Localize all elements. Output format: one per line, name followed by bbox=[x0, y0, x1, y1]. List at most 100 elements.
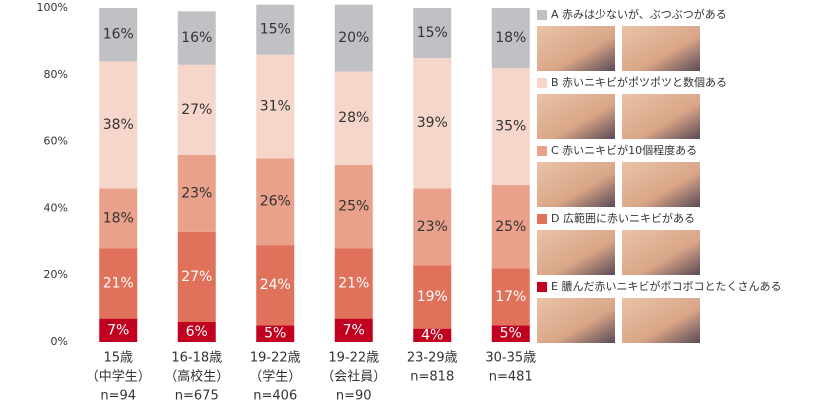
x-tick-label: n=94 bbox=[100, 389, 136, 400]
x-tick-label: （中学生） bbox=[86, 369, 151, 385]
bar-segment bbox=[256, 4, 295, 55]
legend-swatch bbox=[537, 78, 547, 88]
value-label: 18% bbox=[103, 210, 134, 226]
value-label: 5% bbox=[264, 326, 286, 342]
bar-segment bbox=[99, 318, 138, 342]
value-label: 15% bbox=[260, 22, 291, 38]
value-label: 18% bbox=[495, 30, 526, 46]
bar-segment bbox=[256, 245, 295, 326]
value-label: 20% bbox=[338, 30, 369, 46]
legend-label: C 赤いニキビが10個程度ある bbox=[551, 143, 697, 157]
y-tick-label: 20% bbox=[44, 268, 68, 281]
x-tick-label: 15歳 bbox=[103, 351, 133, 366]
legend-swatch bbox=[537, 282, 547, 292]
x-tick-label: 19-22歳 bbox=[250, 351, 301, 366]
legend-swatch bbox=[537, 10, 547, 20]
value-label: 21% bbox=[338, 276, 369, 292]
photo bbox=[622, 94, 700, 139]
photo bbox=[537, 94, 615, 139]
value-label: 21% bbox=[103, 276, 134, 292]
value-label: 38% bbox=[103, 117, 134, 133]
bar-segment bbox=[256, 325, 295, 342]
x-tick-label: 23-29歳 bbox=[407, 351, 458, 366]
y-tick-label: 40% bbox=[44, 201, 68, 214]
photo bbox=[537, 298, 615, 343]
value-label: 23% bbox=[417, 219, 448, 235]
photo bbox=[622, 162, 700, 207]
x-tick-label: n=818 bbox=[410, 370, 454, 385]
photo bbox=[622, 230, 700, 275]
bar-segment bbox=[177, 64, 216, 155]
value-label: 25% bbox=[338, 199, 369, 215]
value-label: 28% bbox=[338, 110, 369, 126]
value-label: 19% bbox=[417, 289, 448, 305]
x-tick-label: （高校生） bbox=[164, 369, 229, 385]
value-label: 17% bbox=[495, 289, 526, 305]
bar-segment bbox=[413, 58, 452, 189]
photo bbox=[537, 26, 615, 71]
x-tick-label: 30-35歳 bbox=[485, 351, 536, 366]
legend-label: D 広範囲に赤いニキビがある bbox=[551, 211, 695, 225]
value-label: 27% bbox=[181, 102, 212, 118]
x-tick-label: 16-18歳 bbox=[171, 351, 222, 366]
x-tick-label: n=481 bbox=[489, 370, 533, 385]
x-tick-label: （学生） bbox=[249, 369, 301, 385]
bar-segment bbox=[334, 318, 373, 342]
bar-segment bbox=[177, 11, 216, 65]
bar-segment bbox=[334, 4, 373, 72]
value-label: 25% bbox=[495, 219, 526, 235]
x-tick-label: n=90 bbox=[336, 389, 372, 400]
bar-segment bbox=[334, 164, 373, 249]
legend-swatch bbox=[537, 214, 547, 224]
legend-label: B 赤いニキビがポツポツと数個ある bbox=[551, 75, 727, 89]
y-tick-label: 0% bbox=[51, 335, 68, 348]
bar-segment bbox=[413, 8, 452, 59]
bar-segment bbox=[99, 8, 138, 62]
bar-segment bbox=[177, 321, 216, 342]
value-label: 16% bbox=[181, 30, 212, 46]
legend-swatch bbox=[537, 146, 547, 156]
bar-segment bbox=[334, 248, 373, 319]
value-label: 31% bbox=[260, 99, 291, 115]
value-label: 26% bbox=[260, 194, 291, 210]
photo bbox=[537, 162, 615, 207]
value-label: 39% bbox=[417, 115, 448, 131]
value-label: 24% bbox=[260, 277, 291, 293]
x-tick-label: n=675 bbox=[175, 389, 219, 400]
value-label: 23% bbox=[181, 185, 212, 201]
value-label: 7% bbox=[343, 322, 365, 338]
photo bbox=[622, 298, 700, 343]
bar-segment bbox=[491, 8, 530, 69]
value-label: 4% bbox=[421, 327, 443, 343]
legend-label: E 膿んだ赤いニキビがボコボコとたくさんある bbox=[551, 279, 781, 293]
x-tick-label: （会社員） bbox=[321, 369, 386, 385]
photo bbox=[622, 26, 700, 71]
value-label: 27% bbox=[181, 269, 212, 285]
bar-segment bbox=[491, 325, 530, 342]
legend-label: A 赤みは少ないが、ぶつぶつがある bbox=[551, 7, 727, 21]
bar-segment bbox=[99, 188, 138, 249]
x-tick-label: n=406 bbox=[253, 389, 297, 400]
y-tick-label: 60% bbox=[44, 135, 68, 148]
x-tick-label: 19-22歳 bbox=[328, 351, 379, 366]
bar-segment bbox=[491, 68, 530, 186]
y-tick-label: 80% bbox=[44, 68, 68, 81]
bar-segment bbox=[491, 185, 530, 269]
value-label: 35% bbox=[495, 119, 526, 135]
photos bbox=[537, 26, 700, 343]
photo bbox=[537, 230, 615, 275]
value-label: 7% bbox=[107, 322, 129, 338]
bar-segment bbox=[334, 71, 373, 165]
y-tick-label: 100% bbox=[37, 1, 68, 14]
bar-segment bbox=[99, 61, 138, 189]
bar-segment bbox=[177, 231, 216, 322]
bar-segment bbox=[413, 188, 452, 266]
value-label: 16% bbox=[103, 27, 134, 43]
value-label: 15% bbox=[417, 25, 448, 41]
bar-segment bbox=[413, 265, 452, 329]
bar-segment bbox=[256, 158, 295, 246]
value-label: 6% bbox=[186, 324, 208, 340]
value-label: 5% bbox=[500, 326, 522, 342]
bar-segment bbox=[177, 154, 216, 232]
